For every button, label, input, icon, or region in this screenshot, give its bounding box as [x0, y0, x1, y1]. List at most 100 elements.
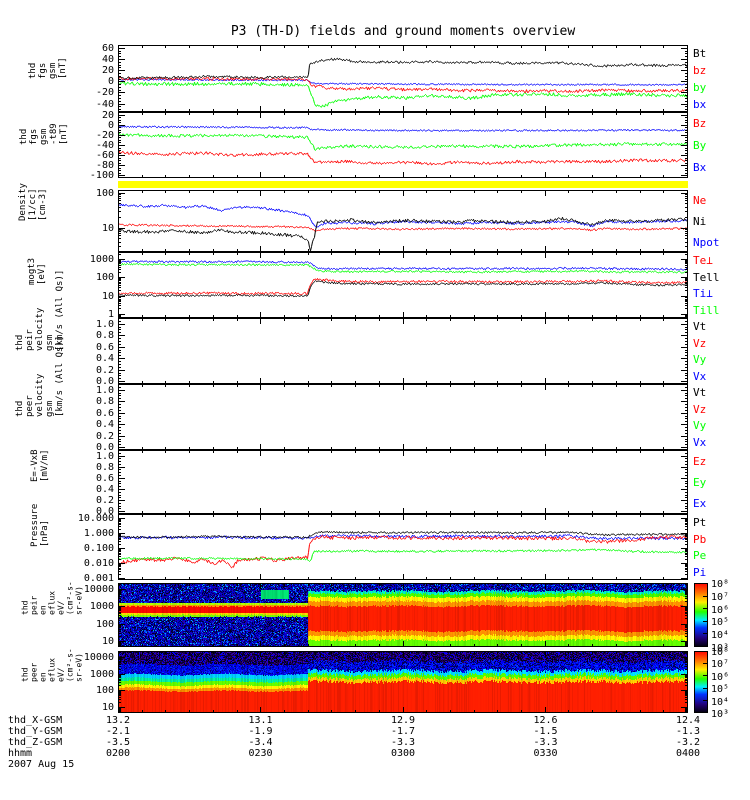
ytick-label-fgs-gsm: 20 — [101, 65, 114, 77]
ytick-label-peer-velocity: 0.4 — [95, 419, 114, 431]
panel-canvas-e-vxb — [118, 450, 688, 514]
colorbar-tick-label: 10⁷ — [711, 659, 730, 671]
legend-label-npot: Npot — [693, 235, 720, 249]
ytick-label-peer-eflux: 10 — [101, 702, 114, 714]
ytick-label-pressure: 0.001 — [83, 573, 114, 585]
ytick-label-fgs-gsm-t89: -20 — [95, 129, 114, 141]
bottom-row-value: -1.3 — [675, 726, 701, 737]
ytick-label-peer-velocity: 1.0 — [95, 384, 114, 396]
legend-label-pt: Pt — [693, 516, 707, 530]
bottom-row-value: -2.1 — [105, 726, 131, 737]
ytick-label-peir-velocity: 0.2 — [95, 364, 114, 376]
bottom-row-value: -1.5 — [533, 726, 558, 737]
bottom-row-value: -3.5 — [105, 737, 131, 748]
ytick-label-peir-velocity: 0.0 — [95, 376, 114, 388]
ytick-label-fgs-gsm-t89: 0 — [107, 119, 114, 131]
ytick-label-peer-velocity: 0.2 — [95, 430, 114, 442]
colorbar-tick-label: 10⁸ — [711, 579, 730, 590]
ytick-label-e-vxb: 0.4 — [95, 483, 114, 495]
legend-label-te⊥: Te⊥ — [693, 254, 713, 268]
bottom-row-value: 0400 — [675, 748, 701, 759]
ytick-label-mogt3: 1 — [107, 308, 114, 320]
bottom-row-value: 0200 — [105, 748, 131, 759]
ytick-label-peir-velocity: 0.8 — [95, 330, 114, 342]
bottom-row-label-thd_x-gsm: thd_X-GSM — [8, 715, 63, 726]
ytick-label-e-vxb: 0.6 — [95, 472, 114, 484]
bottom-row-value: -1.9 — [248, 726, 273, 737]
legend-label-bz: bz — [693, 64, 707, 78]
legend-label-bz: Bz — [693, 117, 707, 130]
page-title: P3 (TH-D) fields and ground moments over… — [230, 24, 576, 39]
bottom-row-label-thd_z-gsm: thd_Z-GSM — [8, 737, 63, 748]
legend-label-ti⊥: Ti⊥ — [693, 287, 713, 301]
colorbar-tick-label: 10³ — [711, 709, 730, 720]
legend-label-ni: Ni — [693, 215, 707, 228]
bottom-row-value: 12.9 — [390, 715, 416, 726]
colorbar-tick-label: 10³ — [711, 643, 730, 654]
legend-label-by: by — [693, 80, 707, 94]
ytick-label-e-vxb: 0.2 — [95, 495, 114, 507]
legend-label-bx: bx — [693, 97, 707, 111]
spectrogram-canvas-peir-eflux — [118, 583, 688, 647]
legend-label-tell: Tell — [693, 270, 720, 284]
ytick-label-fgs-gsm: 60 — [101, 42, 114, 54]
bottom-row-value: -3.4 — [248, 737, 273, 748]
ytick-label-pressure: 0.010 — [83, 558, 114, 570]
ytick-label-fgs-gsm: -20 — [95, 87, 114, 99]
colorbar-tick-label: 10⁸ — [711, 647, 730, 658]
colorbar-tick-label: 10⁴ — [711, 630, 730, 642]
legend-label-vz: Vz — [693, 336, 707, 350]
legend-label-bt: Bt — [693, 47, 707, 61]
bottom-row-value: 0230 — [248, 748, 273, 759]
ytick-label-fgs-gsm-t89: -80 — [95, 160, 114, 172]
ytick-label-peir-velocity: 0.6 — [95, 341, 114, 353]
panel-canvas-pressure — [118, 514, 688, 580]
ytick-label-peir-velocity: 0.4 — [95, 353, 114, 365]
ytick-label-peer-eflux: 100 — [95, 685, 114, 697]
bottom-row-value: 12.4 — [675, 715, 701, 726]
legend-label-pb: Pb — [693, 532, 707, 546]
legend-label-ey: Ey — [693, 476, 707, 489]
ytick-label-pressure: 10.000 — [77, 513, 114, 525]
ytick-label-peir-velocity: 1.0 — [95, 318, 114, 330]
colorbar-tick-label: 10⁷ — [711, 591, 730, 603]
ytick-label-density: 10 — [101, 222, 114, 234]
ytick-label-e-vxb: 0.8 — [95, 461, 114, 473]
ytick-label-peir-eflux: 1000 — [89, 601, 114, 613]
bottom-row-label-hhmm: hhmm — [8, 748, 33, 759]
legend-label-ex: Ex — [693, 497, 707, 511]
ytick-label-peer-eflux: 10000 — [83, 651, 114, 663]
bottom-row-value: -3.2 — [675, 737, 701, 748]
ytick-label-density: 100 — [95, 187, 114, 199]
legend-label-by: By — [693, 139, 707, 152]
legend-label-vy: Vy — [693, 419, 707, 433]
bottom-row-label-thd_y-gsm: thd_Y-GSM — [8, 726, 63, 737]
legend-label-till: Till — [693, 303, 720, 317]
colorbar-peer-eflux — [694, 651, 708, 713]
ytick-label-e-vxb: 0.0 — [95, 506, 114, 518]
panel-canvas-density — [118, 190, 688, 252]
ytick-label-peir-eflux: 10000 — [83, 584, 114, 596]
legend-label-vt: Vt — [693, 386, 707, 400]
panel-canvas-peer-velocity — [118, 384, 688, 450]
ytick-label-peer-velocity: 0.8 — [95, 396, 114, 408]
legend-label-bx: Bx — [693, 161, 707, 174]
colorbar-tick-label: 10⁶ — [711, 671, 730, 683]
quality-flags-bar — [118, 181, 688, 188]
ytick-label-peer-eflux: 1000 — [89, 668, 114, 680]
colorbar-tick-label: 10⁶ — [711, 604, 730, 616]
ytick-label-fgs-gsm-t89: 20 — [101, 109, 114, 121]
bottom-row-value: 0330 — [533, 748, 558, 759]
ytick-label-peer-velocity: 0.0 — [95, 442, 114, 454]
bottom-row-value: 13.1 — [248, 715, 273, 726]
legend-label-ez: Ez — [693, 454, 707, 468]
colorbar-peir-eflux — [694, 583, 708, 647]
colorbar-tick-label: 10⁵ — [711, 617, 730, 629]
ytick-label-e-vxb: 1.0 — [95, 450, 114, 462]
colorbar-tick-label: 10⁵ — [711, 684, 730, 696]
colorbar-tick-label: 10⁴ — [711, 696, 730, 708]
bottom-row-value: 13.2 — [105, 715, 131, 726]
ytick-label-mogt3: 100 — [95, 272, 114, 284]
legend-label-vz: Vz — [693, 402, 707, 416]
